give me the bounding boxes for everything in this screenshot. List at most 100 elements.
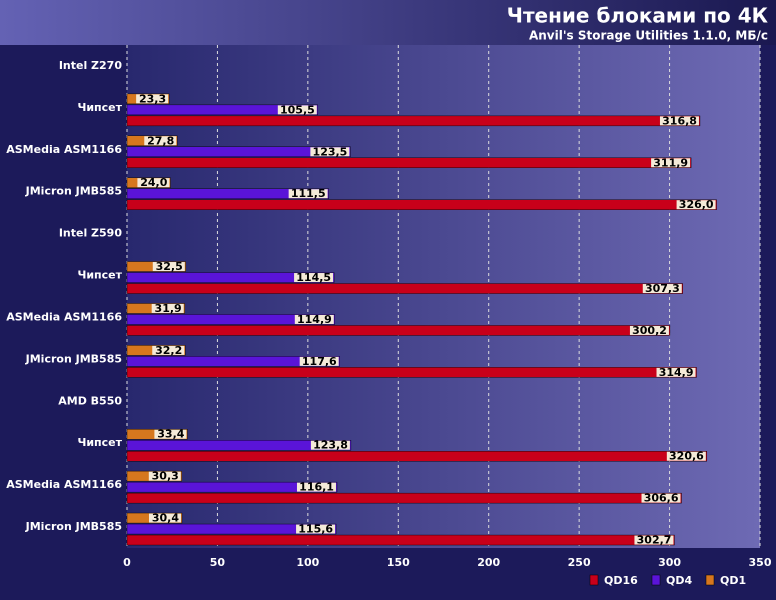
value-label: 32,5: [156, 260, 183, 273]
legend-swatch: [705, 574, 715, 586]
value-label-box: [656, 367, 696, 377]
bar: [126, 492, 682, 504]
value-label-box: [641, 493, 681, 503]
value-label: 307,3: [645, 282, 680, 295]
value-label-box: [144, 136, 177, 146]
y-tick-label: Intel Z270: [59, 59, 123, 72]
x-tick-label: 50: [210, 556, 226, 569]
value-label-box: [296, 524, 336, 534]
value-label: 105,5: [280, 103, 315, 116]
value-label: 114,9: [297, 313, 332, 326]
y-tick-label: Чипсет: [77, 436, 122, 449]
bar: [126, 440, 352, 451]
bar: [126, 325, 671, 336]
y-tick-label: ASMedia ASM1166: [6, 478, 122, 491]
value-label: 32,2: [155, 344, 182, 357]
bar: [126, 481, 338, 493]
value-label-box: [148, 513, 181, 523]
value-label-box: [642, 284, 682, 294]
y-tick-label: ASMedia ASM1166: [6, 310, 122, 323]
bar: [126, 356, 340, 367]
value-label-box: [634, 535, 674, 545]
chart-subtitle: Anvil's Storage Utilities 1.1.0, МБ/с: [529, 29, 768, 43]
value-label: 302,7: [637, 534, 672, 547]
y-tick-label: JMicron JMB585: [25, 520, 122, 533]
value-label: 311,9: [653, 156, 688, 169]
y-tick-label: AMD B550: [58, 394, 122, 407]
y-tick-label: Чипсет: [77, 101, 122, 114]
value-label-box: [629, 325, 669, 335]
value-label: 316,8: [662, 114, 697, 127]
value-label-box: [154, 429, 187, 439]
value-label-box: [651, 158, 691, 168]
value-label: 31,9: [155, 302, 182, 315]
value-label-box: [310, 147, 350, 157]
value-label: 117,6: [302, 355, 337, 368]
bar: [126, 188, 329, 199]
value-label: 24,0: [140, 176, 167, 189]
value-label: 114,5: [296, 271, 331, 284]
bar: [126, 367, 697, 378]
x-tick-label: 300: [658, 556, 681, 569]
value-label-box: [666, 451, 706, 461]
plot-area: [127, 45, 760, 548]
bar: [126, 104, 319, 116]
bar: [126, 534, 675, 546]
bar: [126, 523, 337, 535]
value-label-box: [151, 303, 184, 313]
bar: [126, 146, 351, 157]
value-label-box: [152, 345, 185, 355]
value-label-box: [277, 105, 317, 115]
y-tick-label: JMicron JMB585: [25, 352, 122, 365]
bar: [126, 199, 717, 210]
value-label-box: [288, 189, 328, 199]
value-label-box: [659, 116, 699, 126]
value-label: 320,6: [669, 450, 704, 463]
x-tick-label: 200: [477, 556, 500, 569]
value-label: 115,6: [298, 523, 333, 536]
legend-label: QD1: [720, 574, 746, 587]
chart-title: Чтение блоками по 4К: [507, 4, 769, 28]
value-label-box: [294, 314, 334, 324]
value-label-box: [296, 482, 336, 492]
bar: [126, 115, 701, 127]
x-tick-label: 0: [123, 556, 131, 569]
value-label: 123,5: [313, 145, 348, 158]
value-label: 30,4: [152, 512, 179, 525]
value-label: 111,5: [291, 187, 326, 200]
value-label-box: [136, 94, 169, 104]
value-label-box: [137, 178, 170, 188]
y-tick-label: Чипсет: [77, 269, 122, 282]
header: [0, 0, 776, 45]
value-label: 27,8: [147, 134, 174, 147]
legend-label: QD4: [666, 574, 692, 587]
value-label: 23,3: [139, 92, 166, 105]
value-label-box: [299, 356, 339, 366]
value-label-box: [310, 440, 350, 450]
bar: [126, 157, 692, 168]
legend-swatch: [651, 574, 661, 586]
value-label-box: [294, 273, 334, 283]
value-label: 30,3: [152, 470, 179, 483]
bar: [126, 451, 708, 462]
x-tick-label: 100: [296, 556, 319, 569]
value-label: 300,2: [632, 324, 667, 337]
value-label: 326,0: [679, 198, 714, 211]
bar: [126, 314, 336, 325]
y-tick-label: JMicron JMB585: [25, 185, 122, 198]
bar: [126, 283, 683, 294]
value-label: 306,6: [644, 492, 679, 505]
value-label: 123,8: [313, 439, 348, 452]
y-tick-label: Intel Z590: [59, 227, 123, 240]
legend-label: QD16: [604, 574, 638, 587]
x-tick-label: 250: [568, 556, 591, 569]
bar: [126, 272, 335, 283]
value-label: 314,9: [659, 366, 694, 379]
value-label-box: [152, 262, 185, 272]
y-tick-label: ASMedia ASM1166: [6, 143, 122, 156]
x-tick-label: 150: [387, 556, 410, 569]
value-label-box: [676, 200, 716, 210]
value-label-box: [148, 471, 181, 481]
value-label: 33,4: [157, 428, 184, 441]
